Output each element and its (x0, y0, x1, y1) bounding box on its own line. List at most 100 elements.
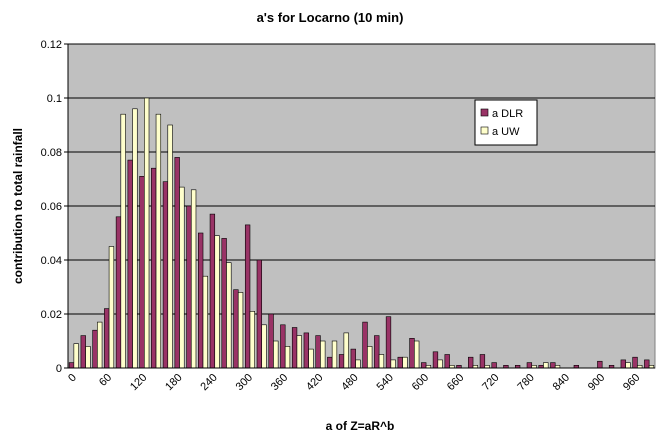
bar (68, 362, 75, 369)
bar (397, 356, 403, 369)
x-tick-label: 300 (234, 372, 255, 393)
legend-label: a UW (492, 126, 520, 138)
bar (367, 346, 373, 369)
bar (315, 335, 321, 369)
bar (97, 321, 103, 369)
x-tick-label: 180 (163, 372, 184, 393)
bar (162, 181, 169, 369)
bar (355, 359, 361, 369)
bar (280, 324, 286, 369)
bar (308, 348, 314, 369)
y-tick-label: 0.06 (41, 201, 62, 213)
bar (625, 362, 631, 369)
bar (132, 108, 138, 369)
x-tick-label: 360 (269, 372, 290, 393)
bar (202, 275, 209, 369)
x-axis-title: a of Z=aR^b (326, 419, 395, 433)
bar (115, 216, 122, 369)
bar (261, 324, 267, 369)
x-tick-label: 780 (515, 372, 536, 393)
bar (479, 354, 486, 369)
legend: a DLR a UW (474, 99, 538, 146)
bar (268, 313, 274, 369)
bar (127, 159, 133, 369)
bar (327, 356, 333, 369)
bar (402, 356, 408, 369)
legend-swatch (480, 126, 489, 135)
bar (597, 360, 603, 369)
x-tick-label: 120 (128, 372, 149, 393)
legend-box (474, 99, 538, 146)
x-tick-label: 600 (410, 372, 431, 393)
bar (409, 337, 415, 369)
bar (139, 176, 145, 369)
x-tick-label: 240 (198, 372, 219, 393)
bar (144, 97, 150, 369)
bar (390, 359, 396, 369)
bar (174, 157, 180, 369)
bar (214, 235, 220, 369)
x-tick-label: 540 (375, 372, 396, 393)
bar (179, 186, 185, 369)
bar (296, 335, 302, 369)
bar (151, 167, 157, 369)
bar (244, 224, 251, 369)
bar (104, 308, 110, 369)
bar (362, 321, 368, 369)
x-tick-label: 840 (551, 372, 572, 393)
bar (120, 113, 126, 369)
x-tick-label: 720 (480, 372, 501, 393)
bar (226, 262, 232, 369)
bar (414, 340, 420, 369)
bar (155, 113, 162, 369)
bar (620, 359, 626, 369)
y-tick-label: 0 (56, 363, 62, 375)
x-tick-label: 60 (97, 372, 114, 389)
y-tick-label: 0.1 (47, 93, 62, 105)
bar (644, 359, 650, 369)
bar (303, 332, 309, 369)
bar (385, 316, 392, 369)
x-tick-label: 960 (621, 372, 642, 393)
bar (374, 335, 380, 369)
bar (338, 354, 345, 369)
x-tick-label: 900 (586, 372, 607, 393)
bar (291, 327, 298, 369)
bar (190, 189, 197, 369)
bar (249, 310, 255, 369)
bar (167, 124, 173, 369)
bar (85, 346, 91, 369)
bar (273, 340, 279, 369)
bar (421, 362, 427, 369)
y-axis-title: contribution to total rainfall (11, 128, 25, 284)
bar (92, 329, 98, 369)
bar (237, 292, 244, 369)
bar (108, 246, 115, 369)
bar (221, 238, 227, 369)
x-tick-label: 0 (66, 372, 79, 385)
y-tick-label: 0.12 (41, 39, 62, 51)
bar (284, 346, 291, 369)
bar (444, 354, 450, 369)
bar (432, 351, 439, 369)
y-tick-label: 0.02 (41, 309, 62, 321)
legend-label: a DLR (492, 108, 523, 120)
bar (198, 232, 204, 369)
bar (233, 289, 239, 369)
legend-swatch (480, 108, 489, 117)
y-tick-label: 0.08 (41, 147, 62, 159)
bar (350, 348, 356, 369)
y-tick-label: 0.04 (41, 255, 62, 267)
bar (80, 335, 86, 369)
bar (468, 356, 474, 369)
bar (543, 362, 549, 369)
bar (186, 205, 192, 369)
bar (343, 332, 349, 369)
bar (632, 356, 638, 369)
bar (491, 362, 497, 369)
bar (331, 340, 338, 369)
bar (526, 362, 533, 369)
bar (437, 359, 443, 369)
x-tick-label: 420 (304, 372, 325, 393)
